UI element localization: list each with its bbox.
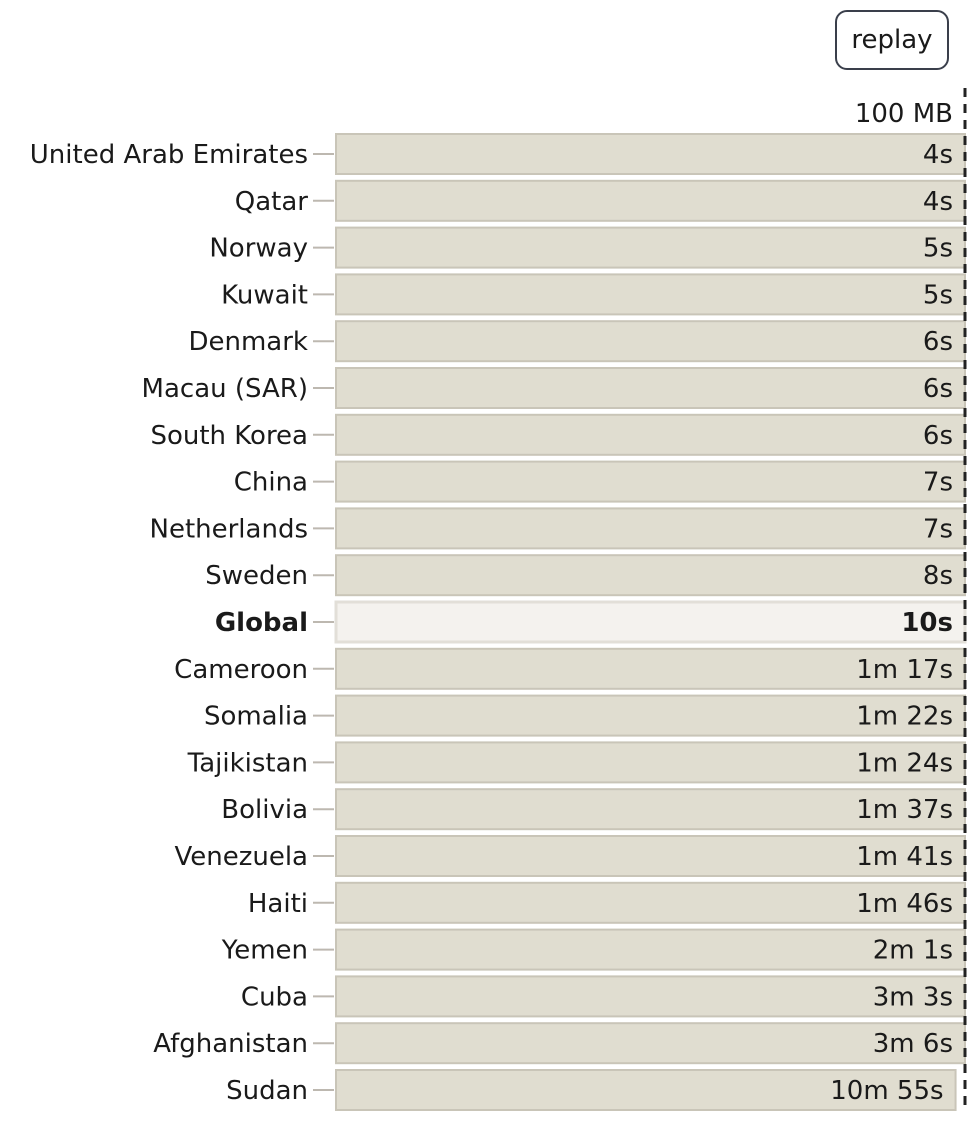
data-label: 3m 6s xyxy=(873,1029,953,1059)
data-label: 6s xyxy=(923,421,953,451)
bar xyxy=(335,179,966,222)
data-label: 1m 41s xyxy=(856,842,953,872)
bar xyxy=(335,507,966,550)
category-label: Yemen xyxy=(221,936,308,966)
data-label: 7s xyxy=(923,468,953,498)
data-label: 8s xyxy=(923,561,953,591)
category-label: United Arab Emirates xyxy=(30,140,308,170)
bar xyxy=(335,975,966,1018)
bar xyxy=(335,413,966,456)
bar xyxy=(335,367,966,409)
category-label: Venezuela xyxy=(174,842,308,872)
category-label: Kuwait xyxy=(221,280,308,310)
category-label: Somalia xyxy=(204,702,308,732)
bar xyxy=(335,273,966,316)
data-label: 1m 17s xyxy=(856,655,953,685)
data-label: 6s xyxy=(923,327,953,357)
bar xyxy=(335,881,966,924)
bar xyxy=(335,460,966,503)
category-label: Macau (SAR) xyxy=(142,374,308,404)
category-label: Sweden xyxy=(205,561,308,591)
data-label: 5s xyxy=(923,280,953,310)
data-label: 1m 22s xyxy=(856,702,953,732)
reference-line-label: 100 MB xyxy=(855,99,953,129)
category-label: Denmark xyxy=(188,327,308,357)
category-label: Norway xyxy=(209,234,308,264)
category-label: Tajikistan xyxy=(187,748,308,778)
bar xyxy=(335,133,966,175)
category-label: Cameroon xyxy=(174,655,308,685)
data-label: 1m 37s xyxy=(856,795,953,825)
category-label: South Korea xyxy=(150,421,308,451)
data-label: 7s xyxy=(923,514,953,544)
bar xyxy=(335,554,966,597)
category-label: Netherlands xyxy=(150,514,309,544)
category-label: Sudan xyxy=(226,1076,308,1106)
category-label: Qatar xyxy=(235,187,309,217)
data-label: 4s xyxy=(923,140,953,170)
bar xyxy=(334,600,967,644)
bar xyxy=(335,928,966,971)
bar xyxy=(335,694,966,737)
data-label: 1m 24s xyxy=(856,748,953,778)
bar xyxy=(335,1069,957,1111)
category-label: Haiti xyxy=(248,889,308,919)
bar xyxy=(335,226,966,269)
data-label: 10s xyxy=(901,608,953,638)
data-label: 4s xyxy=(923,187,953,217)
data-label: 1m 46s xyxy=(856,889,953,919)
category-label: Global xyxy=(215,608,308,638)
category-label: Bolivia xyxy=(221,795,308,825)
data-label: 10m 55s xyxy=(830,1076,943,1106)
category-label: China xyxy=(234,468,308,498)
data-label: 2m 1s xyxy=(873,936,953,966)
data-label: 5s xyxy=(923,234,953,264)
category-label: Cuba xyxy=(241,982,308,1012)
category-label: Afghanistan xyxy=(153,1029,308,1059)
bar xyxy=(335,1022,966,1065)
replay-button[interactable]: replay xyxy=(835,10,949,70)
bar xyxy=(335,320,966,363)
data-label: 6s xyxy=(923,374,953,404)
bar xyxy=(335,835,966,877)
data-label: 3m 3s xyxy=(873,982,953,1012)
